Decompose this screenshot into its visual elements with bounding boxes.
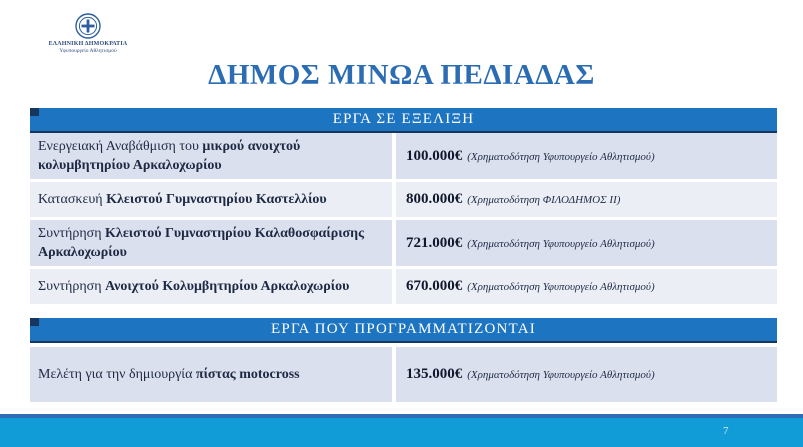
project-funding-cell: 135.000€ (Χρηματοδότηση Υφυπουργείο Αθλητ… [396, 347, 777, 402]
project-funding-source: (Χρηματοδότηση Υφυπουργείο Αθλητισμού) [467, 369, 655, 381]
table-row: Συντήρηση Ανοιχτού Κολυμβητηρίου Αρκαλοχ… [30, 269, 777, 304]
greek-republic-logo: ΕΛΛΗΝΙΚΗ ΔΗΜΟΚΡΑΤΙΑ Υφυπουργείο Αθλητισμ… [42, 13, 134, 54]
description-bold: μικρού ανοιχτού κολυμβητηρίου Αρκαλοχωρί… [38, 139, 301, 173]
logo-caption-line2: Υφυπουργείο Αθλητισμού [59, 48, 117, 54]
project-description: Κατασκευή Κλειστού Γυμναστηρίου Καστελλί… [30, 182, 392, 217]
description-plain: Συντήρηση [38, 226, 106, 241]
table-header-in-progress: ΕΡΓΑ ΣΕ ΕΞΕΛΙΞΗ [30, 108, 777, 133]
project-description: Συντήρηση Κλειστού Γυμναστηρίου Καλαθοσφ… [30, 220, 392, 266]
project-amount: 721.000€ [406, 234, 463, 251]
description-bold: Κλειστού Γυμναστηρίου Καλαθοσφαίρισης Αρ… [38, 226, 365, 260]
project-amount: 800.000€ [406, 191, 463, 207]
project-funding-cell: 800.000€ (Χρηματοδότηση ΦΙΛΟΔΗΜΟΣ ΙΙ) [396, 182, 777, 217]
project-funding-source: (Χρηματοδότηση Υφυπουργείο Αθλητισμού) [467, 237, 655, 250]
table-header-label: ΕΡΓΑ ΣΕ ΕΞΕΛΙΞΗ [332, 111, 475, 127]
table-header-label: ΕΡΓΑ ΠΟΥ ΠΡΟΓΡΑΜΜΑΤΙΖΟΝΤΑΙ [271, 321, 536, 337]
table-header-planned: ΕΡΓΑ ΠΟΥ ΠΡΟΓΡΑΜΜΑΤΙΖΟΝΤΑΙ [30, 318, 777, 343]
table-row: Συντήρηση Κλειστού Γυμναστηρίου Καλαθοσφ… [30, 220, 777, 266]
table-projects-in-progress: ΕΡΓΑ ΣΕ ΕΞΕΛΙΞΗ Ενεργειακή Αναβάθμιση το… [30, 108, 777, 304]
project-funding-cell: 670.000€ (Χρηματοδότηση Υφυπουργείο Αθλητ… [396, 269, 777, 304]
project-amount: 135.000€ [406, 366, 463, 382]
table-planned-projects: ΕΡΓΑ ΠΟΥ ΠΡΟΓΡΑΜΜΑΤΙΖΟΝΤΑΙ Μελέτη για τη… [30, 318, 777, 402]
description-bold: Κλειστού Γυμναστηρίου Καστελλίου [106, 192, 327, 207]
table-row: Μελέτη για την δημιουργία πίστας motocro… [30, 347, 777, 402]
project-funding-source: (Χρηματοδότηση Υφυπουργείο Αθλητισμού) [467, 150, 655, 163]
header-corner-mark [30, 318, 39, 326]
project-funding-cell: 721.000€ (Χρηματοδότηση Υφυπουργείο Αθλητ… [396, 220, 777, 266]
logo-caption-line1: ΕΛΛΗΝΙΚΗ ΔΗΜΟΚΡΑΤΙΑ [48, 41, 128, 47]
table-row: Ενεργειακή Αναβάθμιση του μικρού ανοιχτο… [30, 133, 777, 179]
table-row: Κατασκευή Κλειστού Γυμναστηρίου Καστελλί… [30, 182, 777, 217]
project-amount: 100.000€ [406, 147, 463, 164]
page-number: 7 [723, 425, 729, 437]
description-plain: Συντήρηση [38, 279, 106, 294]
greek-emblem-icon [75, 13, 101, 39]
header-corner-mark [30, 108, 39, 116]
description-bold: πίστας motocross [195, 367, 300, 382]
project-amount: 670.000€ [406, 278, 463, 294]
project-description: Μελέτη για την δημιουργία πίστας motocro… [30, 347, 392, 402]
description-plain: Κατασκευή [38, 192, 107, 207]
footer-bar: 7 [0, 414, 803, 447]
project-description: Συντήρηση Ανοιχτού Κολυμβητηρίου Αρκαλοχ… [30, 269, 392, 304]
description-plain: Ενεργειακή Αναβάθμιση του [38, 139, 203, 154]
description-plain: Μελέτη για την δημιουργία [38, 367, 196, 382]
page-title: ΔΗΜΟΣ ΜΙΝΩΑ ΠΕΔΙΑΔΑΣ [208, 59, 595, 91]
project-description: Ενεργειακή Αναβάθμιση του μικρού ανοιχτο… [30, 133, 392, 179]
description-bold: Ανοιχτού Κολυμβητηρίου Αρκαλοχωρίου [105, 279, 350, 294]
project-funding-cell: 100.000€ (Χρηματοδότηση Υφυπουργείο Αθλητ… [396, 133, 777, 179]
project-funding-source: (Χρηματοδότηση ΦΙΛΟΔΗΜΟΣ ΙΙ) [467, 194, 621, 206]
project-funding-source: (Χρηματοδότηση Υφυπουργείο Αθλητισμού) [467, 281, 655, 293]
